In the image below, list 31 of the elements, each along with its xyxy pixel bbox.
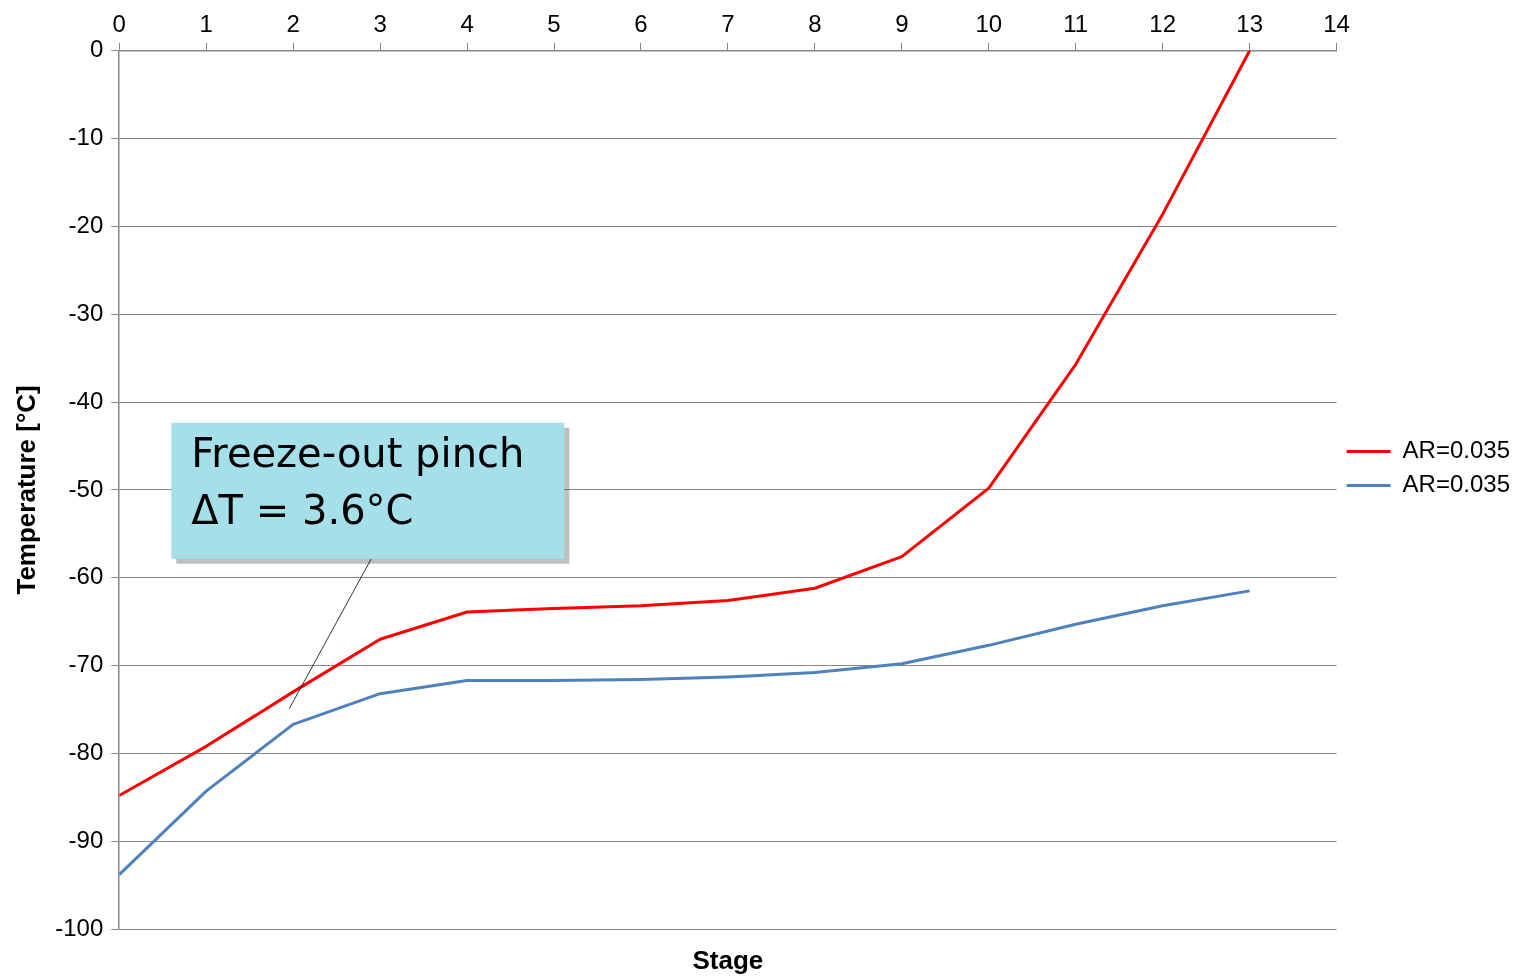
x-tick-label: 11 <box>1063 10 1089 38</box>
y-tick-label: -90 <box>68 825 104 853</box>
y-tick-label: -30 <box>68 298 104 326</box>
x-tick-label: 13 <box>1236 10 1263 38</box>
legend-label: AR=0.035 <box>1402 436 1511 464</box>
x-tick-label: 10 <box>975 10 1003 38</box>
y-tick-label: -50 <box>68 474 104 502</box>
y-tick-label: -60 <box>68 562 104 590</box>
x-tick-label: 8 <box>808 10 822 38</box>
legend-label: AR=0.035 <box>1402 470 1511 498</box>
x-tick-label: 6 <box>634 10 648 38</box>
x-tick-label: 14 <box>1323 10 1350 38</box>
x-tick-label: 0 <box>112 10 126 38</box>
x-tick-label: 9 <box>895 10 909 38</box>
x-tick-label: 2 <box>286 10 300 38</box>
x-tick-label: 5 <box>547 10 561 38</box>
y-tick-label: 0 <box>89 35 104 63</box>
y-tick-label: -70 <box>68 650 104 678</box>
x-tick-label: 4 <box>460 10 474 38</box>
y-axis-title: Temperature [°C] <box>10 385 41 595</box>
y-tick-label: -20 <box>68 211 104 239</box>
annotation: Freeze-out pinch ΔT = 3.6°C <box>191 430 525 534</box>
x-tick-label: 3 <box>373 10 387 38</box>
y-tick-label: -100 <box>55 913 104 941</box>
y-tick-label: -40 <box>68 386 104 414</box>
y-tick-label: -80 <box>68 737 104 765</box>
x-tick-label: 7 <box>721 10 735 38</box>
x-tick-label: 12 <box>1149 10 1177 38</box>
y-tick-label: -10 <box>68 123 104 151</box>
x-tick-label: 1 <box>199 10 213 38</box>
x-axis-title: Stage <box>692 945 764 976</box>
